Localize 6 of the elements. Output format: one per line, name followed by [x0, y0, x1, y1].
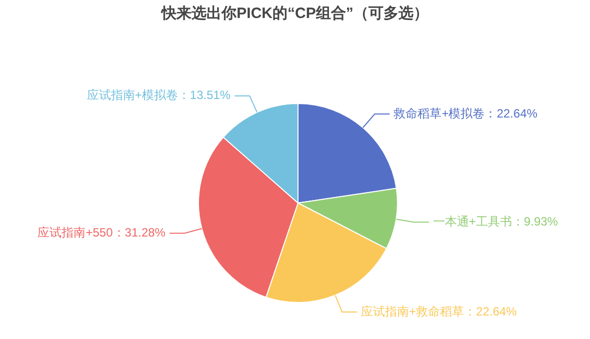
slice-label: 一本通+工具书：9.93%: [432, 214, 558, 228]
chart-title: 快来选出你PICK的“CP组合”（可多选）: [160, 5, 428, 22]
slice-label: 应试指南+救命稻草：22.64%: [361, 304, 518, 318]
slice-label: 应试指南+550：31.28%: [38, 226, 166, 240]
slice-label: 救命稻草+模拟卷：22.64%: [392, 106, 538, 120]
slice-label: 应试指南+模拟卷：13.51%: [86, 88, 231, 102]
